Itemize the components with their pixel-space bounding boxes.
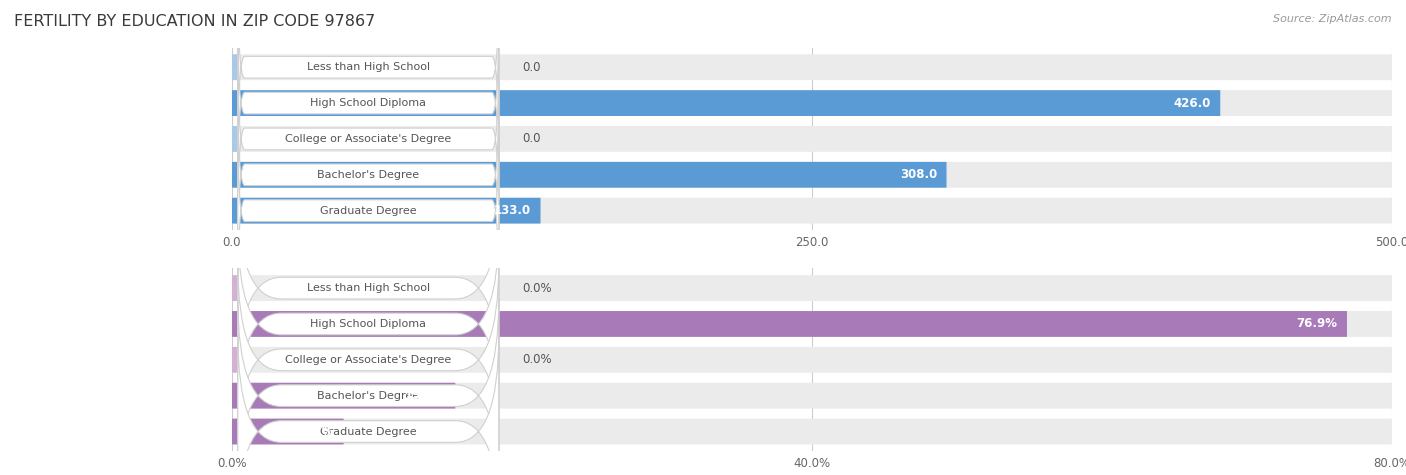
Text: Graduate Degree: Graduate Degree	[321, 206, 416, 216]
FancyBboxPatch shape	[232, 275, 239, 301]
FancyBboxPatch shape	[238, 0, 499, 164]
FancyBboxPatch shape	[238, 78, 499, 272]
FancyBboxPatch shape	[232, 162, 946, 188]
FancyBboxPatch shape	[238, 263, 499, 456]
FancyBboxPatch shape	[232, 347, 1392, 373]
FancyBboxPatch shape	[238, 335, 499, 475]
FancyBboxPatch shape	[232, 198, 1392, 224]
FancyBboxPatch shape	[232, 90, 1392, 116]
FancyBboxPatch shape	[232, 418, 343, 445]
FancyBboxPatch shape	[232, 54, 239, 80]
Text: Less than High School: Less than High School	[307, 62, 430, 72]
Text: Bachelor's Degree: Bachelor's Degree	[318, 390, 419, 401]
Text: Graduate Degree: Graduate Degree	[321, 427, 416, 437]
FancyBboxPatch shape	[232, 126, 239, 152]
Text: 0.0%: 0.0%	[522, 353, 551, 366]
Text: High School Diploma: High School Diploma	[311, 98, 426, 108]
FancyBboxPatch shape	[232, 275, 1392, 301]
FancyBboxPatch shape	[232, 311, 1392, 337]
FancyBboxPatch shape	[238, 6, 499, 200]
Text: Less than High School: Less than High School	[307, 283, 430, 293]
FancyBboxPatch shape	[232, 126, 1392, 152]
Text: High School Diploma: High School Diploma	[311, 319, 426, 329]
Text: FERTILITY BY EDUCATION IN ZIP CODE 97867: FERTILITY BY EDUCATION IN ZIP CODE 97867	[14, 14, 375, 29]
FancyBboxPatch shape	[232, 54, 1392, 80]
Text: 0.0: 0.0	[522, 61, 540, 74]
FancyBboxPatch shape	[238, 299, 499, 475]
Text: Source: ZipAtlas.com: Source: ZipAtlas.com	[1274, 14, 1392, 24]
Text: College or Associate's Degree: College or Associate's Degree	[285, 355, 451, 365]
Text: 308.0: 308.0	[900, 168, 938, 181]
Text: 426.0: 426.0	[1174, 96, 1211, 110]
FancyBboxPatch shape	[232, 311, 1347, 337]
FancyBboxPatch shape	[238, 114, 499, 307]
FancyBboxPatch shape	[238, 191, 499, 385]
FancyBboxPatch shape	[238, 42, 499, 236]
Text: 133.0: 133.0	[494, 204, 531, 217]
FancyBboxPatch shape	[232, 198, 540, 224]
Text: 7.7%: 7.7%	[302, 425, 335, 438]
Text: 0.0%: 0.0%	[522, 282, 551, 294]
FancyBboxPatch shape	[232, 347, 239, 373]
Text: College or Associate's Degree: College or Associate's Degree	[285, 134, 451, 144]
Text: 0.0: 0.0	[522, 133, 540, 145]
FancyBboxPatch shape	[232, 383, 456, 408]
FancyBboxPatch shape	[232, 418, 1392, 445]
Text: 76.9%: 76.9%	[1296, 317, 1337, 331]
FancyBboxPatch shape	[232, 383, 1392, 408]
Text: 15.4%: 15.4%	[405, 389, 446, 402]
FancyBboxPatch shape	[232, 162, 1392, 188]
Text: Bachelor's Degree: Bachelor's Degree	[318, 170, 419, 180]
FancyBboxPatch shape	[238, 227, 499, 421]
FancyBboxPatch shape	[232, 90, 1220, 116]
